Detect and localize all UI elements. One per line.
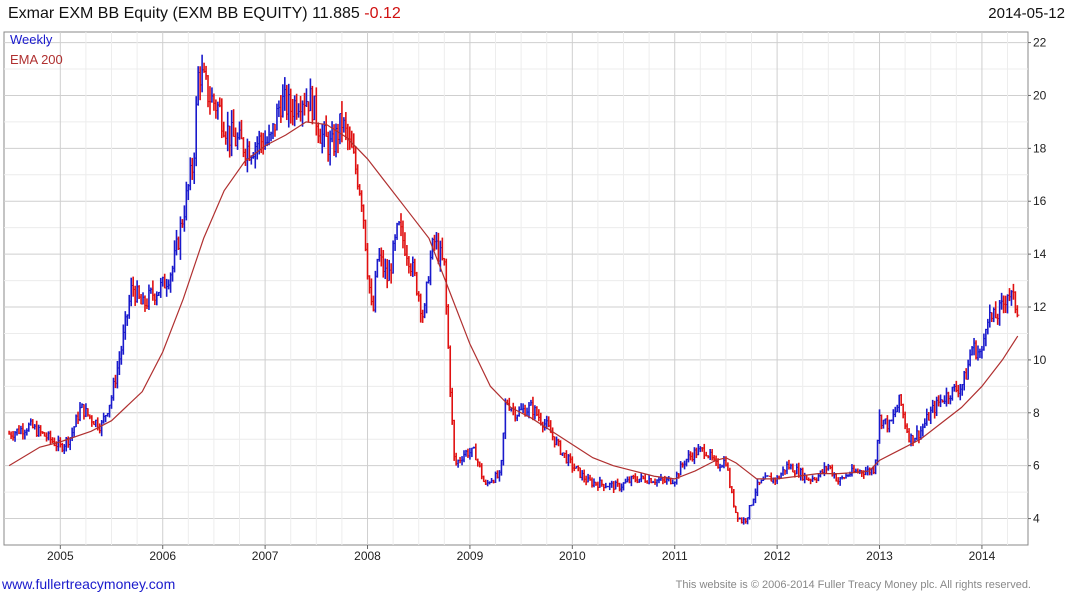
x-tick-label: 2010	[559, 549, 586, 563]
x-tick-label: 2005	[47, 549, 74, 563]
y-tick-label: 6	[1033, 459, 1040, 473]
x-tick-label: 2012	[764, 549, 791, 563]
website-link[interactable]: www.fullertreacymoney.com	[2, 576, 176, 592]
chart-date: 2014-05-12	[988, 5, 1065, 22]
ema-200-line	[8, 121, 1019, 480]
y-tick-label: 14	[1033, 247, 1047, 261]
y-tick-label: 4	[1033, 512, 1040, 526]
legend-ema-200: EMA 200	[10, 52, 63, 67]
chart-title: Exmar EXM BB Equity (EXM BB EQUITY) 11.8…	[8, 5, 401, 23]
title-text: Exmar EXM BB Equity (EXM BB EQUITY) 11.8…	[8, 5, 360, 22]
x-tick-label: 2009	[457, 549, 484, 563]
price-change: -0.12	[364, 5, 401, 22]
x-tick-label: 2007	[252, 549, 279, 563]
y-tick-label: 18	[1033, 141, 1047, 155]
y-tick-label: 20	[1033, 88, 1047, 102]
legend-weekly: Weekly	[10, 32, 53, 47]
x-tick-label: 2013	[866, 549, 893, 563]
plot-area	[3, 31, 1029, 546]
y-tick-label: 12	[1033, 300, 1047, 314]
y-tick-label: 10	[1033, 353, 1047, 367]
x-tick-label: 2014	[969, 549, 996, 563]
x-tick-label: 2011	[662, 549, 688, 563]
y-tick-label: 16	[1033, 194, 1047, 208]
y-tick-label: 22	[1033, 36, 1047, 50]
y-tick-label: 8	[1033, 406, 1040, 420]
x-tick-label: 2006	[149, 549, 176, 563]
copyright-notice: This website is © 2006-2014 Fuller Treac…	[675, 579, 1031, 591]
x-tick-label: 2008	[354, 549, 381, 563]
